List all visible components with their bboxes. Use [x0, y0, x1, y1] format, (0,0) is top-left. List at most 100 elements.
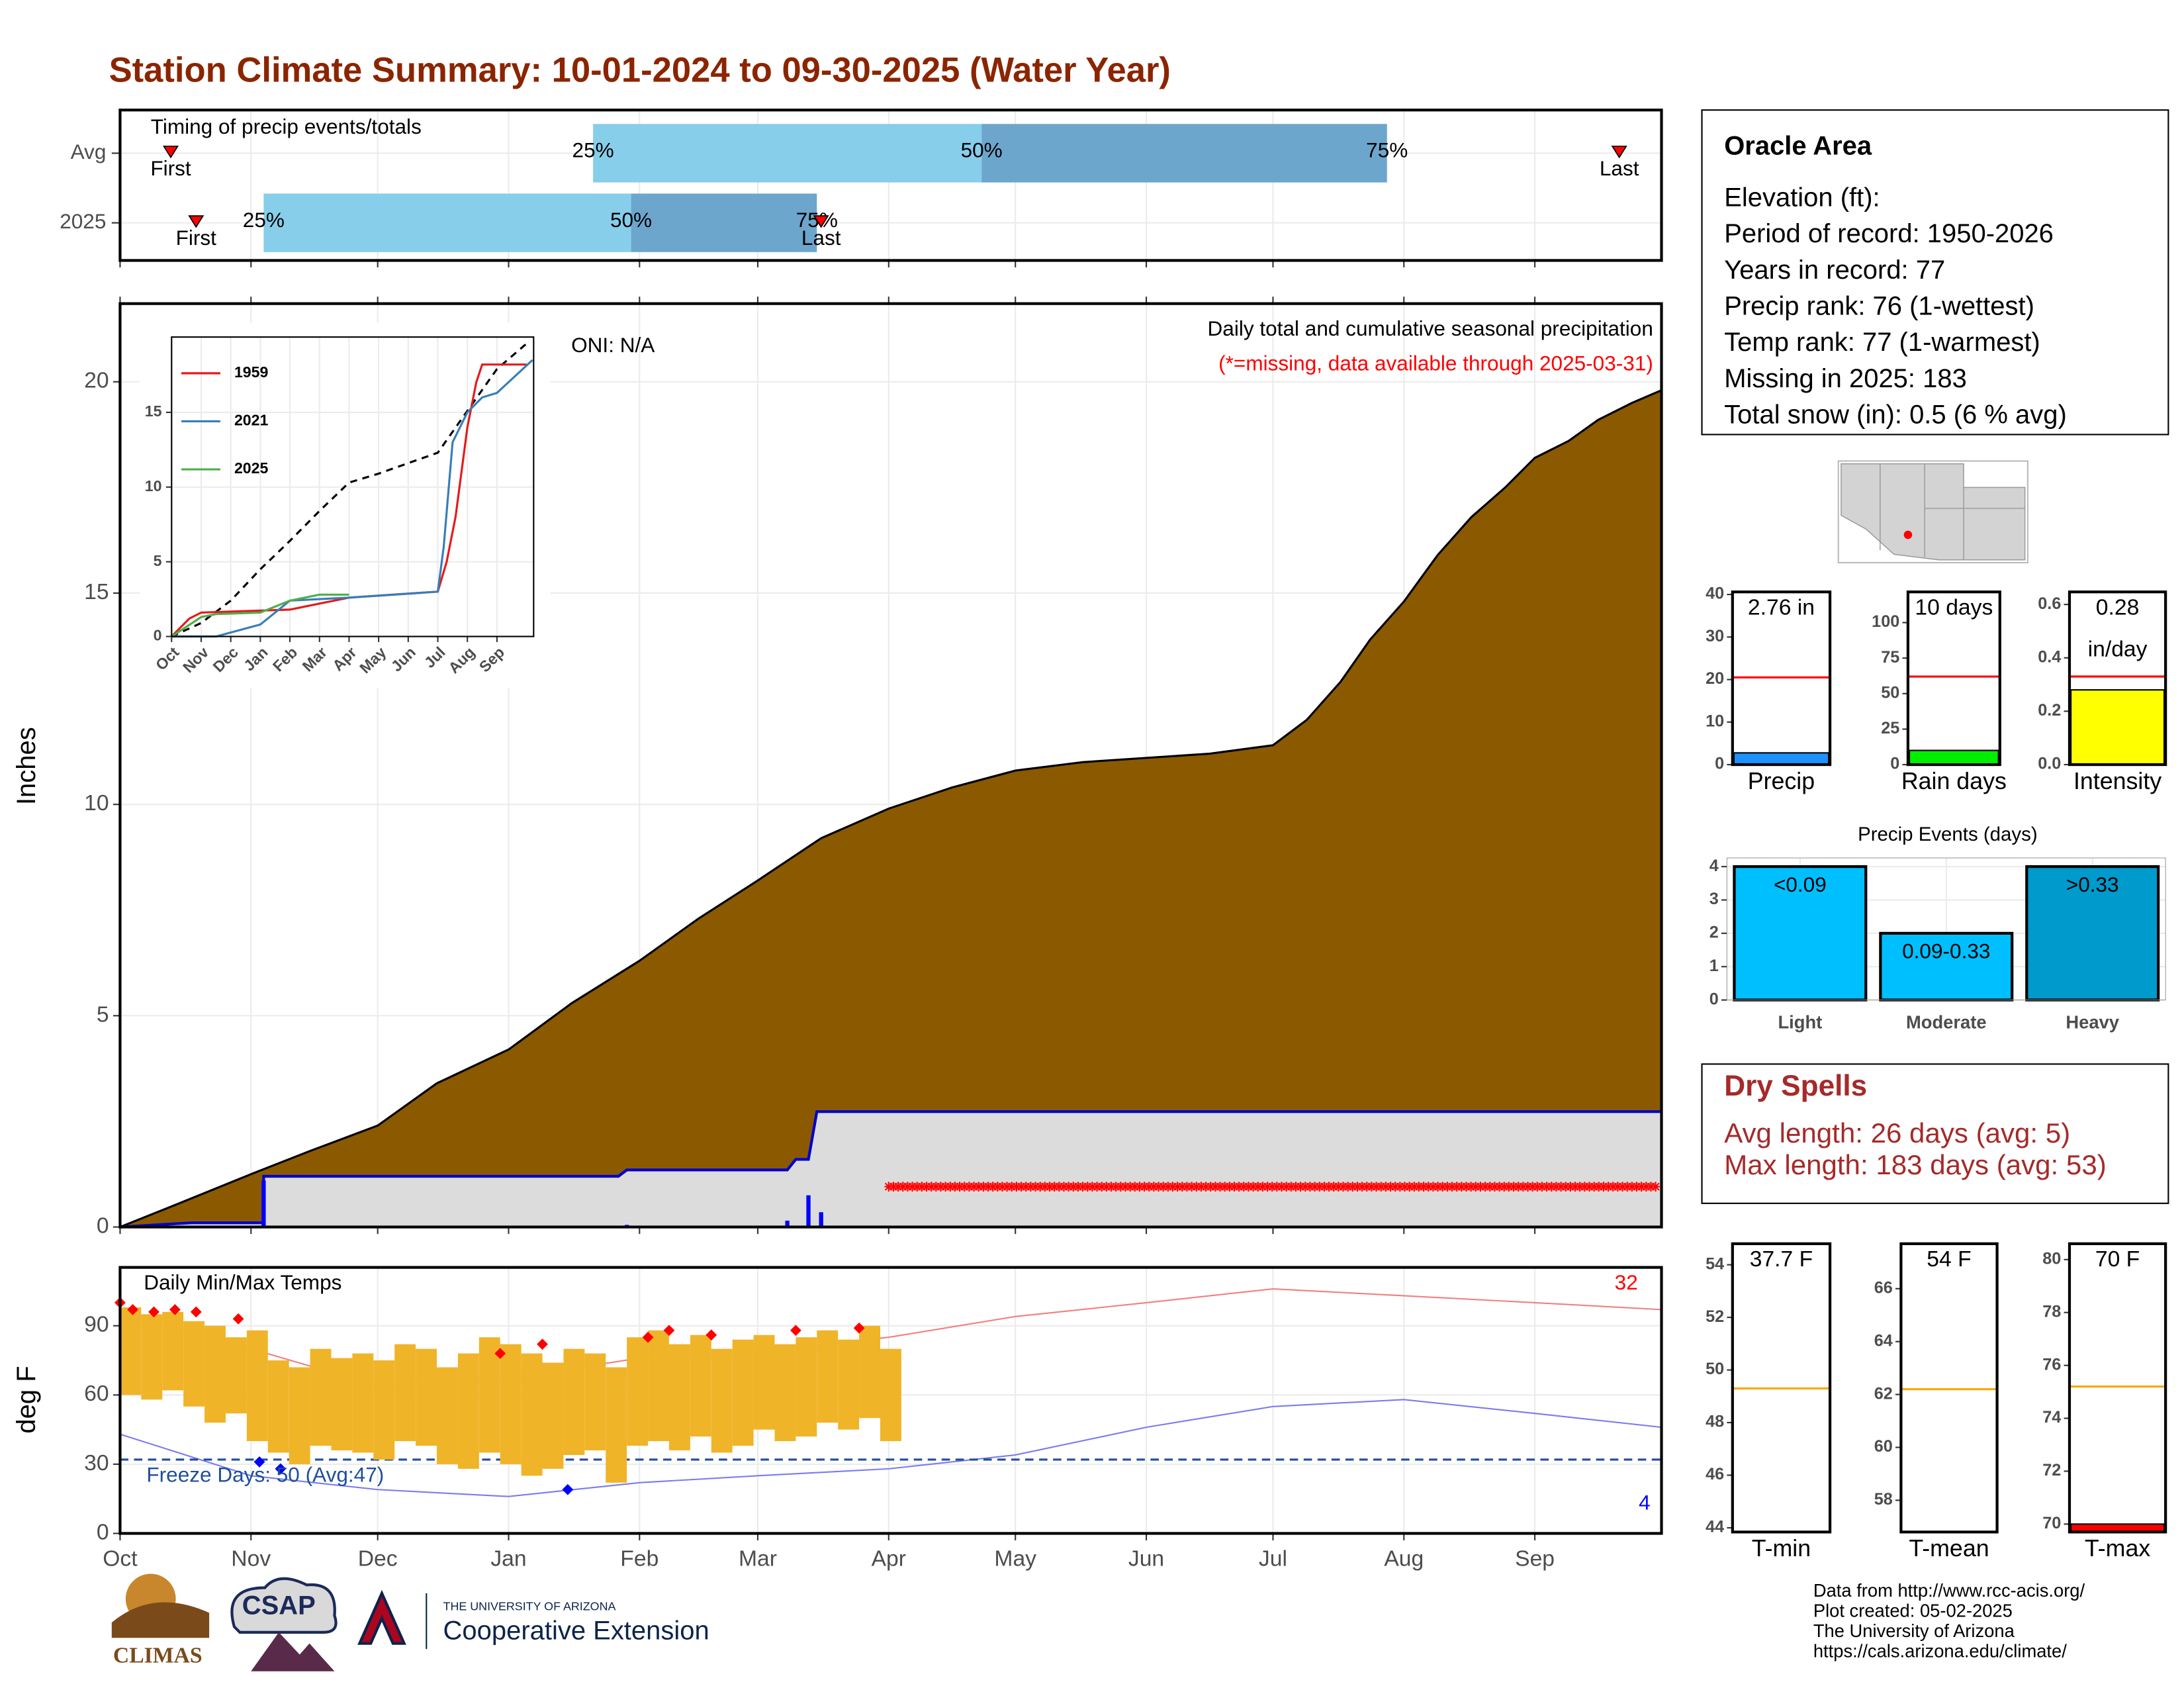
dry-spell-line: Avg length: 26 days (avg: 5) — [1724, 1117, 2070, 1149]
record-high — [642, 1331, 654, 1343]
x-tick-label: Light — [1778, 1012, 1822, 1033]
temp-range-bar — [162, 1311, 184, 1391]
gauge-bar — [1733, 752, 1830, 765]
y-tick-label: 2 — [1709, 923, 1719, 942]
logo-shapes — [111, 1573, 428, 1671]
temp-range-bar — [246, 1330, 268, 1442]
y-tick-label: 78 — [2042, 1302, 2061, 1321]
temp-range-bar — [859, 1325, 881, 1419]
dry-spell-line: Max length: 183 days (avg: 53) — [1724, 1149, 2107, 1180]
temp-range-bar — [668, 1344, 690, 1450]
legend-label: 2021 — [234, 412, 269, 429]
series-line — [171, 359, 533, 638]
y-tick-label: 0 — [1709, 990, 1719, 1008]
temp-range-bar — [394, 1344, 416, 1442]
gauge-frame — [1899, 1242, 1999, 1534]
credit-line: Data from http://www.rcc-acis.org/ — [1813, 1580, 2085, 1601]
y-tick-label: 15 — [145, 402, 162, 420]
y-axis-label: Inches — [12, 727, 41, 805]
value-label: 54 F — [1927, 1247, 1971, 1272]
y-tick-label: 58 — [1874, 1490, 1893, 1509]
temp-range-bar — [648, 1330, 669, 1442]
category-label: 2025 — [60, 209, 106, 233]
ua-a — [357, 1589, 406, 1645]
station-info-line: Years in record: 77 — [1724, 256, 1945, 285]
y-tick-label: 4 — [1709, 857, 1719, 875]
legend-label: 2025 — [234, 459, 269, 477]
y-tick-label: 5 — [154, 552, 162, 569]
value-label: 2.76 in — [1748, 595, 1815, 620]
gauge-label: T-min — [1752, 1535, 1811, 1562]
inset-background — [139, 323, 551, 688]
x-tick-label: Apr — [872, 1546, 906, 1571]
csap-mountain — [251, 1632, 335, 1671]
gauge-bar — [2070, 689, 2165, 765]
temp-range-bar — [563, 1348, 585, 1455]
temp-range-bar — [183, 1321, 205, 1407]
y-tick-label: 20 — [1706, 669, 1724, 688]
y-tick-label: 1 — [1709, 957, 1719, 975]
temp-range-bar — [542, 1362, 564, 1469]
quartile-bar — [631, 193, 817, 252]
plot-frame — [118, 109, 1663, 262]
category-label: Avg — [71, 140, 107, 164]
y-tick-label: 70 — [2042, 1514, 2061, 1532]
chart-subtitle: (*=missing, data available through 2025-… — [1218, 352, 1653, 375]
temp-range-bar — [457, 1353, 479, 1469]
x-tick-label: Dec — [358, 1546, 398, 1571]
x-tick-label: Jan — [490, 1546, 526, 1571]
info-box — [1701, 109, 2169, 436]
bar — [1733, 865, 1868, 1002]
gauge-frame — [1906, 590, 2001, 767]
quantile-label: 25% — [572, 138, 614, 162]
record-high — [127, 1303, 138, 1315]
credit-line: Plot created: 05-02-2025 — [1813, 1601, 2013, 1621]
season-area — [120, 1111, 1662, 1227]
gauge-background — [1907, 592, 2000, 765]
y-tick-label: 75 — [1881, 648, 1899, 667]
quartile-bar — [593, 124, 982, 183]
temp-range-bar — [205, 1325, 226, 1423]
y-tick-label: 5 — [97, 1002, 109, 1027]
y-tick-label: 44 — [1706, 1518, 1724, 1536]
temp-range-bar — [817, 1330, 839, 1423]
climas-logo-text: CLIMAS — [113, 1643, 203, 1667]
gauge-frame — [1731, 590, 1832, 767]
quantile-label: 25% — [243, 208, 285, 232]
station-info-line: Period of record: 1950-2026 — [1724, 219, 2054, 248]
y-tick-label: 46 — [1706, 1465, 1724, 1483]
plot-frame — [118, 302, 1663, 1229]
first-label: First — [176, 226, 217, 250]
threshold-label: 0.09-0.33 — [1902, 939, 1990, 963]
station-info-line: Precip rank: 76 (1-wettest) — [1724, 292, 2034, 321]
temp-range-bar — [838, 1339, 860, 1430]
y-tick-label: 10 — [1706, 712, 1724, 730]
y-tick-label: 0.0 — [2038, 755, 2061, 773]
chart-title: Daily Min/Max Temps — [144, 1270, 341, 1294]
panel-frame — [1726, 857, 2166, 1001]
temp-range-bar — [690, 1335, 711, 1437]
y-tick-label: 10 — [145, 477, 162, 494]
temp-range-bar — [880, 1348, 901, 1442]
y-tick-label: 74 — [2042, 1408, 2061, 1427]
missing-markers — [884, 1182, 1660, 1192]
y-tick-label: 0 — [154, 627, 162, 644]
y-tick-label: 0 — [97, 1520, 109, 1544]
temp-range-bar — [437, 1367, 458, 1464]
first-marker — [188, 215, 205, 228]
gauge-background — [1901, 1243, 1997, 1532]
y-tick-label: 15 — [84, 580, 109, 604]
dry-spell-title: Dry Spells — [1724, 1070, 1867, 1102]
gauge-label: T-mean — [1909, 1535, 1989, 1562]
average-area — [119, 389, 1663, 1229]
x-tick-label: Oct — [103, 1546, 138, 1571]
gauge-label: Precip — [1748, 768, 1815, 794]
y-tick-label: 0 — [1890, 755, 1899, 773]
y-tick-label: 25 — [1881, 719, 1899, 737]
quartile-bar — [263, 193, 631, 252]
gauge-label: Rain days — [1901, 768, 2007, 794]
daily-bar — [261, 1180, 266, 1227]
temp-range-bar — [584, 1353, 606, 1450]
